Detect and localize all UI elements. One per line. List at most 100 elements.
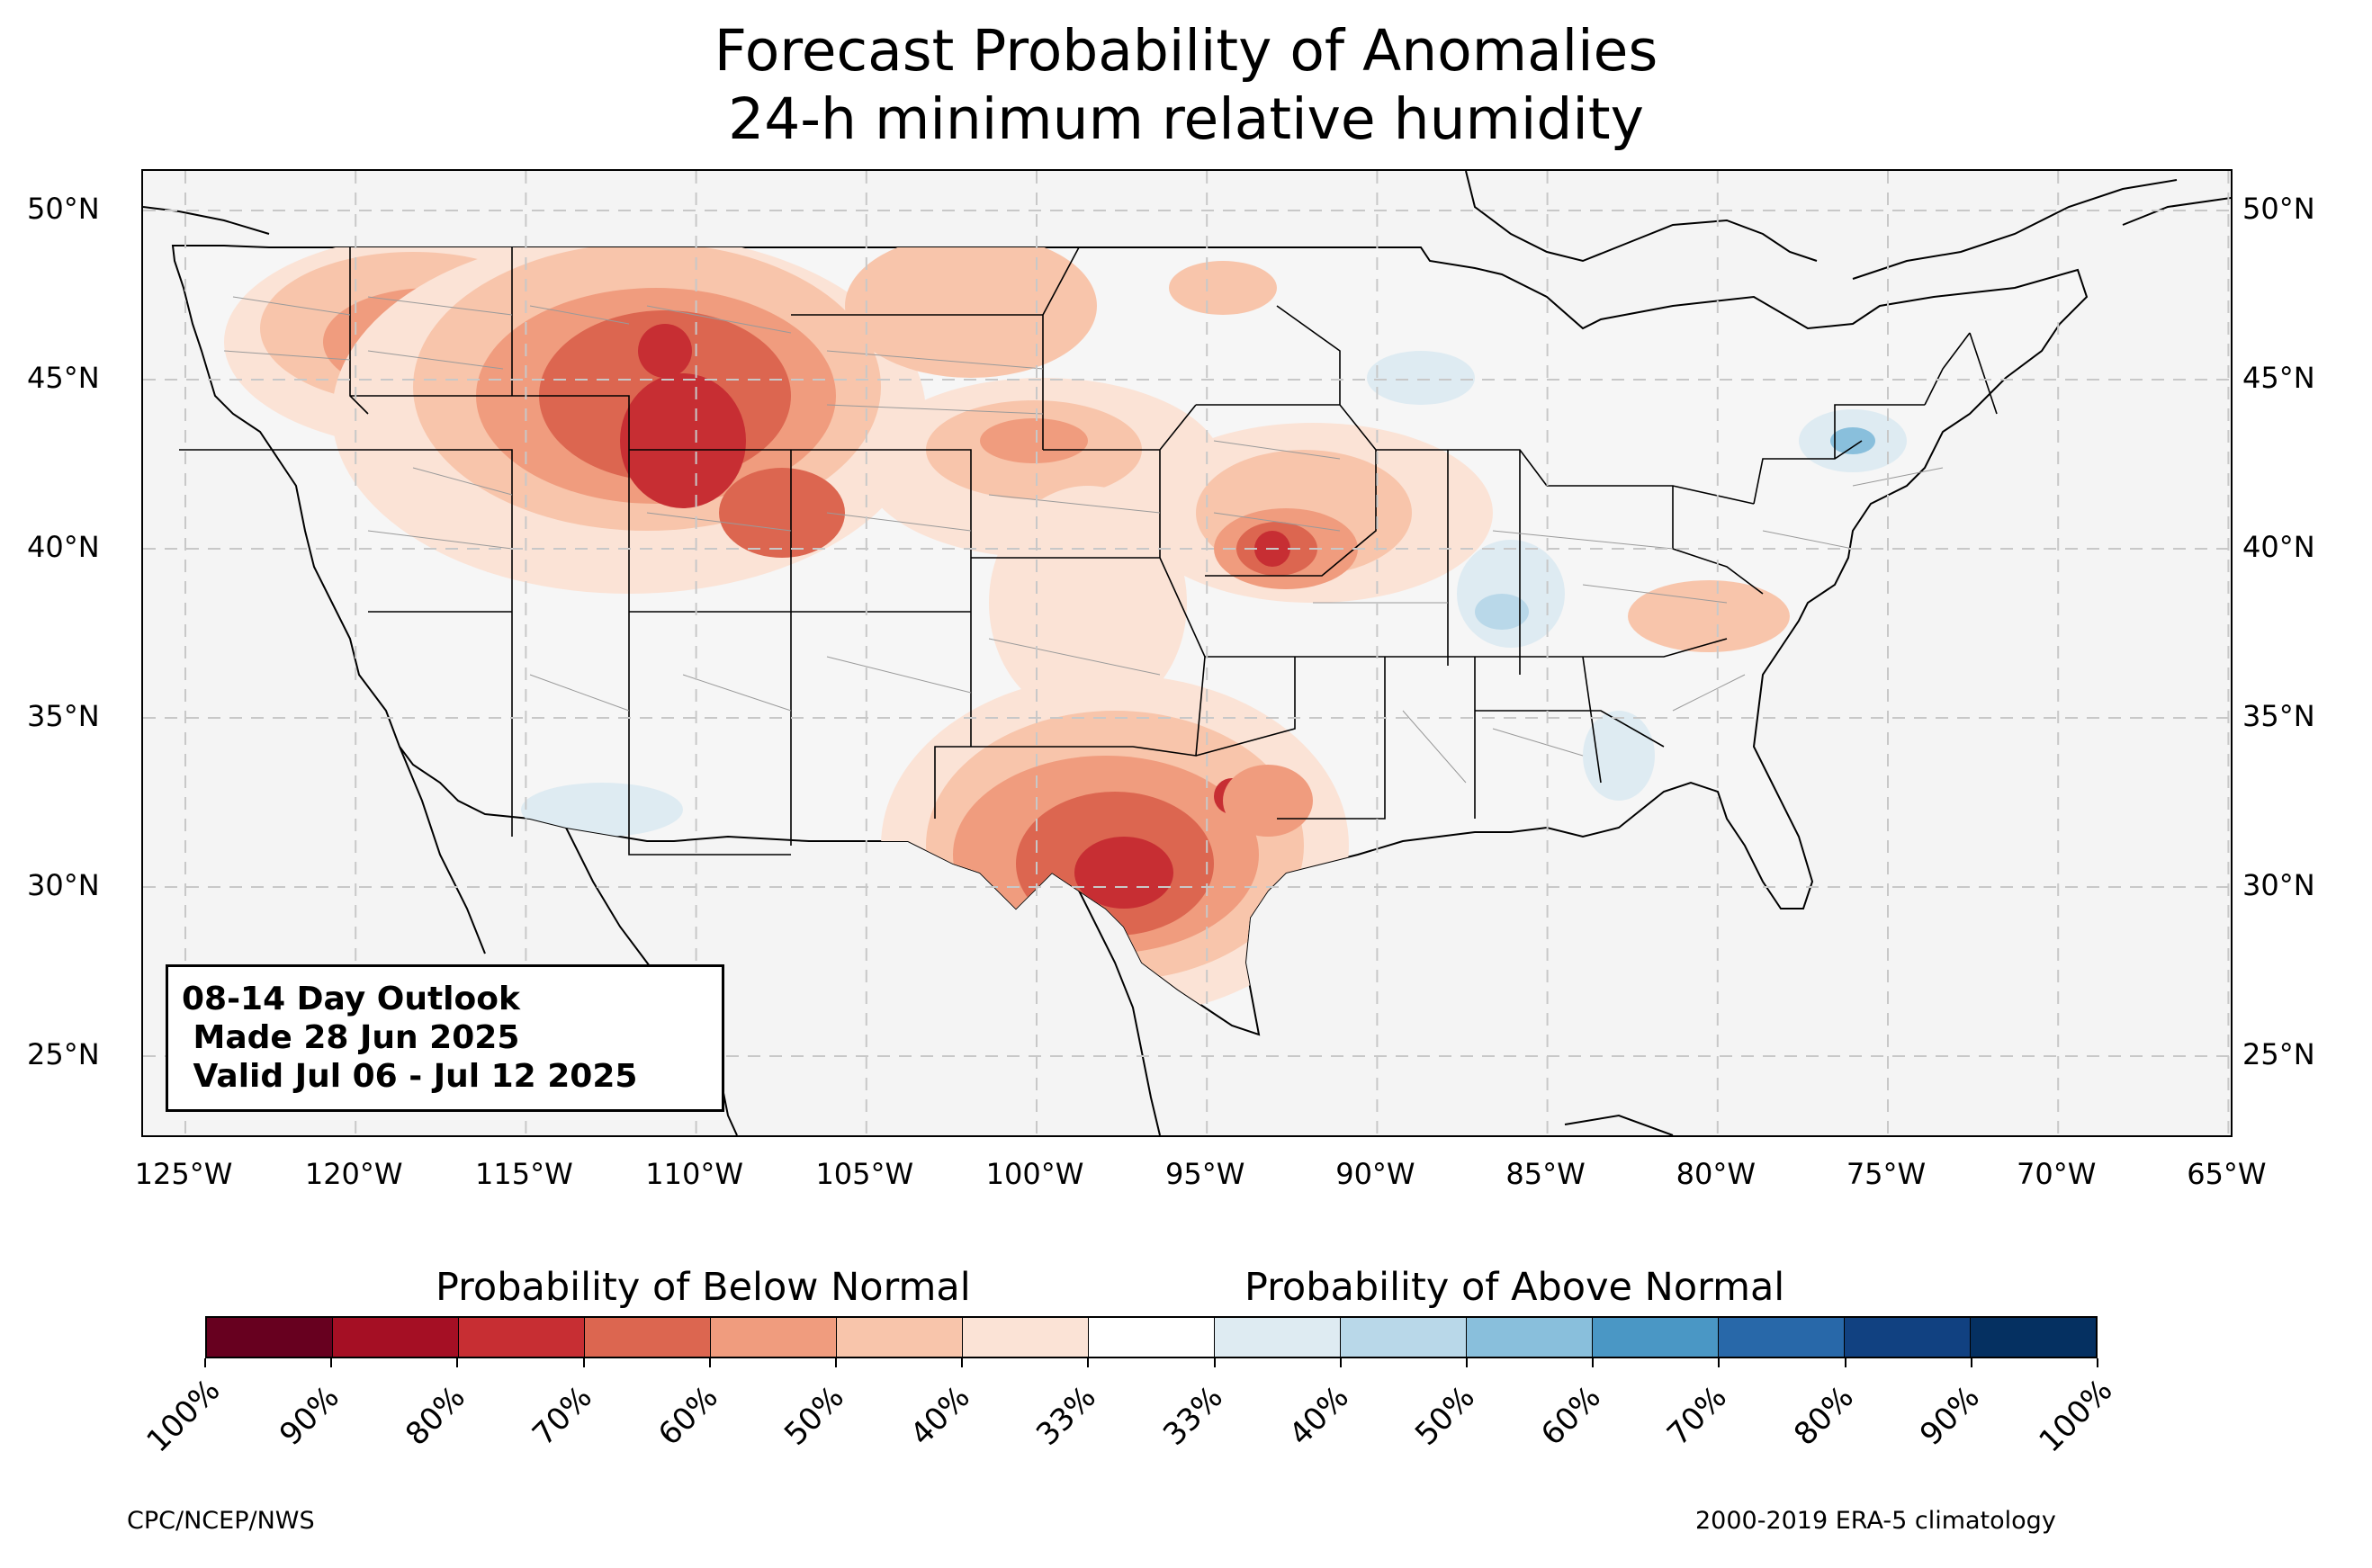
colorbar-segment	[1971, 1318, 2096, 1357]
anomaly-wyoming-80	[620, 373, 746, 508]
lat-tick-label: 40°N	[27, 530, 100, 564]
colorbar-tick-label: 33%	[1029, 1379, 1104, 1453]
colorbar-segment	[1719, 1318, 1845, 1357]
lat-tick-label: 45°N	[27, 361, 100, 395]
colorbar	[205, 1316, 2098, 1358]
outlook-made-date: Made 28 Jun 2025	[182, 1019, 520, 1056]
anomaly-texas-80	[1074, 837, 1173, 909]
lat-tick-label: 30°N	[27, 868, 100, 902]
colorbar-tick-label: 70%	[525, 1379, 599, 1453]
anomaly-ny-above-50	[1830, 427, 1875, 454]
colorbar-tick-label: 50%	[777, 1379, 851, 1453]
colorbar-below-label: Probability of Below Normal	[436, 1265, 971, 1310]
colorbar-tick-label: 60%	[651, 1379, 725, 1453]
colorbar-segment	[1467, 1318, 1593, 1357]
colorbar-segment	[459, 1318, 585, 1357]
colorbar-segment	[585, 1318, 711, 1357]
anomaly-georgia-above	[1583, 711, 1655, 801]
lon-tick-label: 100°W	[985, 1157, 1084, 1191]
lon-tick-label: 125°W	[134, 1157, 233, 1191]
lat-tick-label: 50°N	[2242, 192, 2315, 226]
county-lines	[223, 296, 1944, 784]
colorbar-tick	[961, 1358, 964, 1367]
lat-tick-label: 50°N	[27, 192, 100, 226]
colorbar-tick	[835, 1358, 837, 1367]
lon-tick-label: 115°W	[475, 1157, 573, 1191]
colorbar-tick	[204, 1358, 206, 1367]
colorbar-segment	[1845, 1318, 1971, 1357]
colorbar-tick	[582, 1358, 585, 1367]
footer-climatology: 2000-2019 ERA-5 climatology	[1695, 1507, 2056, 1535]
colorbar-tick-label: 33%	[1155, 1379, 1230, 1453]
anomaly-tennessee-above	[1475, 594, 1529, 630]
colorbar-tick-label: 90%	[1912, 1379, 1987, 1453]
colorbar-segment	[711, 1318, 837, 1357]
colorbar-tick	[1718, 1358, 1721, 1367]
colorbar-tick-label: 70%	[1660, 1379, 1735, 1453]
outlook-period: 08-14 Day Outlook	[182, 981, 520, 1017]
colorbar-segment	[963, 1318, 1089, 1357]
colorbar-segment	[1215, 1318, 1341, 1357]
colorbar-tick	[1970, 1358, 1972, 1367]
chart-subtitle: 24-h minimum relative humidity	[728, 86, 1644, 152]
chart-title: Forecast Probability of Anomalies	[714, 18, 1658, 84]
anomaly-kansas-40	[989, 486, 1187, 720]
colorbar-tick	[1339, 1358, 1342, 1367]
colorbar-tick-label: 80%	[399, 1379, 473, 1453]
lon-tick-label: 70°W	[2017, 1157, 2097, 1191]
lat-tick-label: 25°N	[27, 1037, 100, 1071]
anomaly-arkansas-60	[1223, 765, 1313, 837]
colorbar-tick-label: 40%	[1281, 1379, 1356, 1453]
lon-tick-label: 90°W	[1335, 1157, 1415, 1191]
map-panel	[141, 169, 2233, 1137]
outlook-info-box: 08-14 Day Outlook Made 28 Jun 2025 Valid…	[166, 964, 724, 1112]
lon-tick-label: 120°W	[304, 1157, 403, 1191]
colorbar-tick	[456, 1358, 459, 1367]
state-boundaries	[179, 246, 1998, 856]
anomaly-mn-40	[1169, 261, 1277, 315]
colorbar-tick	[1087, 1358, 1090, 1367]
colorbar-tick	[1592, 1358, 1595, 1367]
anomaly-nc-40	[1628, 580, 1790, 652]
lat-tick-label: 35°N	[27, 699, 100, 733]
lon-tick-label: 95°W	[1165, 1157, 1245, 1191]
lat-tick-label: 40°N	[2242, 530, 2315, 564]
footer-credit: CPC/NCEP/NWS	[127, 1507, 315, 1535]
colorbar-tick-label: 90%	[273, 1379, 347, 1453]
canada-coast	[143, 171, 2231, 280]
lon-tick-label: 110°W	[645, 1157, 743, 1191]
colorbar-tick	[708, 1358, 711, 1367]
colorbar-tick	[1466, 1358, 1468, 1367]
lat-tick-label: 30°N	[2242, 868, 2315, 902]
lat-tick-label: 35°N	[2242, 699, 2315, 733]
anomaly-nebraska-60	[980, 418, 1088, 463]
lon-tick-label: 65°W	[2187, 1157, 2267, 1191]
colorbar-above-label: Probability of Above Normal	[1244, 1265, 1785, 1310]
anomaly-arizona-above	[521, 783, 683, 837]
lon-tick-label: 75°W	[1846, 1157, 1927, 1191]
anomaly-colorado-60	[719, 468, 845, 558]
colorbar-tick-label: 60%	[1534, 1379, 1609, 1453]
colorbar-segment	[207, 1318, 333, 1357]
colorbar-segment	[1341, 1318, 1467, 1357]
colorbar-segment	[1089, 1318, 1215, 1357]
colorbar-tick-label: 50%	[1408, 1379, 1482, 1453]
anomaly-great-lakes-above	[1367, 351, 1475, 405]
lon-tick-label: 105°W	[815, 1157, 914, 1191]
colorbar-tick-label: 100%	[139, 1372, 228, 1460]
colorbar-tick-label: 80%	[1786, 1379, 1861, 1453]
colorbar-tick-label: 100%	[2032, 1372, 2120, 1460]
colorbar-tick-label: 40%	[903, 1379, 978, 1453]
colorbar-segment	[837, 1318, 963, 1357]
anomaly-dakota-40	[845, 246, 1097, 378]
lat-tick-label: 45°N	[2242, 361, 2315, 395]
colorbar-tick	[2097, 1358, 2098, 1367]
anomaly-ohio-above	[1457, 540, 1565, 648]
colorbar-segment	[1593, 1318, 1719, 1357]
colorbar-segment	[333, 1318, 459, 1357]
lat-tick-label: 25°N	[2242, 1037, 2315, 1071]
colorbar-tick	[1844, 1358, 1846, 1367]
outlook-valid-range: Valid Jul 06 - Jul 12 2025	[182, 1058, 638, 1095]
anomaly-wyoming-80b	[638, 324, 692, 378]
lon-tick-label: 85°W	[1505, 1157, 1586, 1191]
